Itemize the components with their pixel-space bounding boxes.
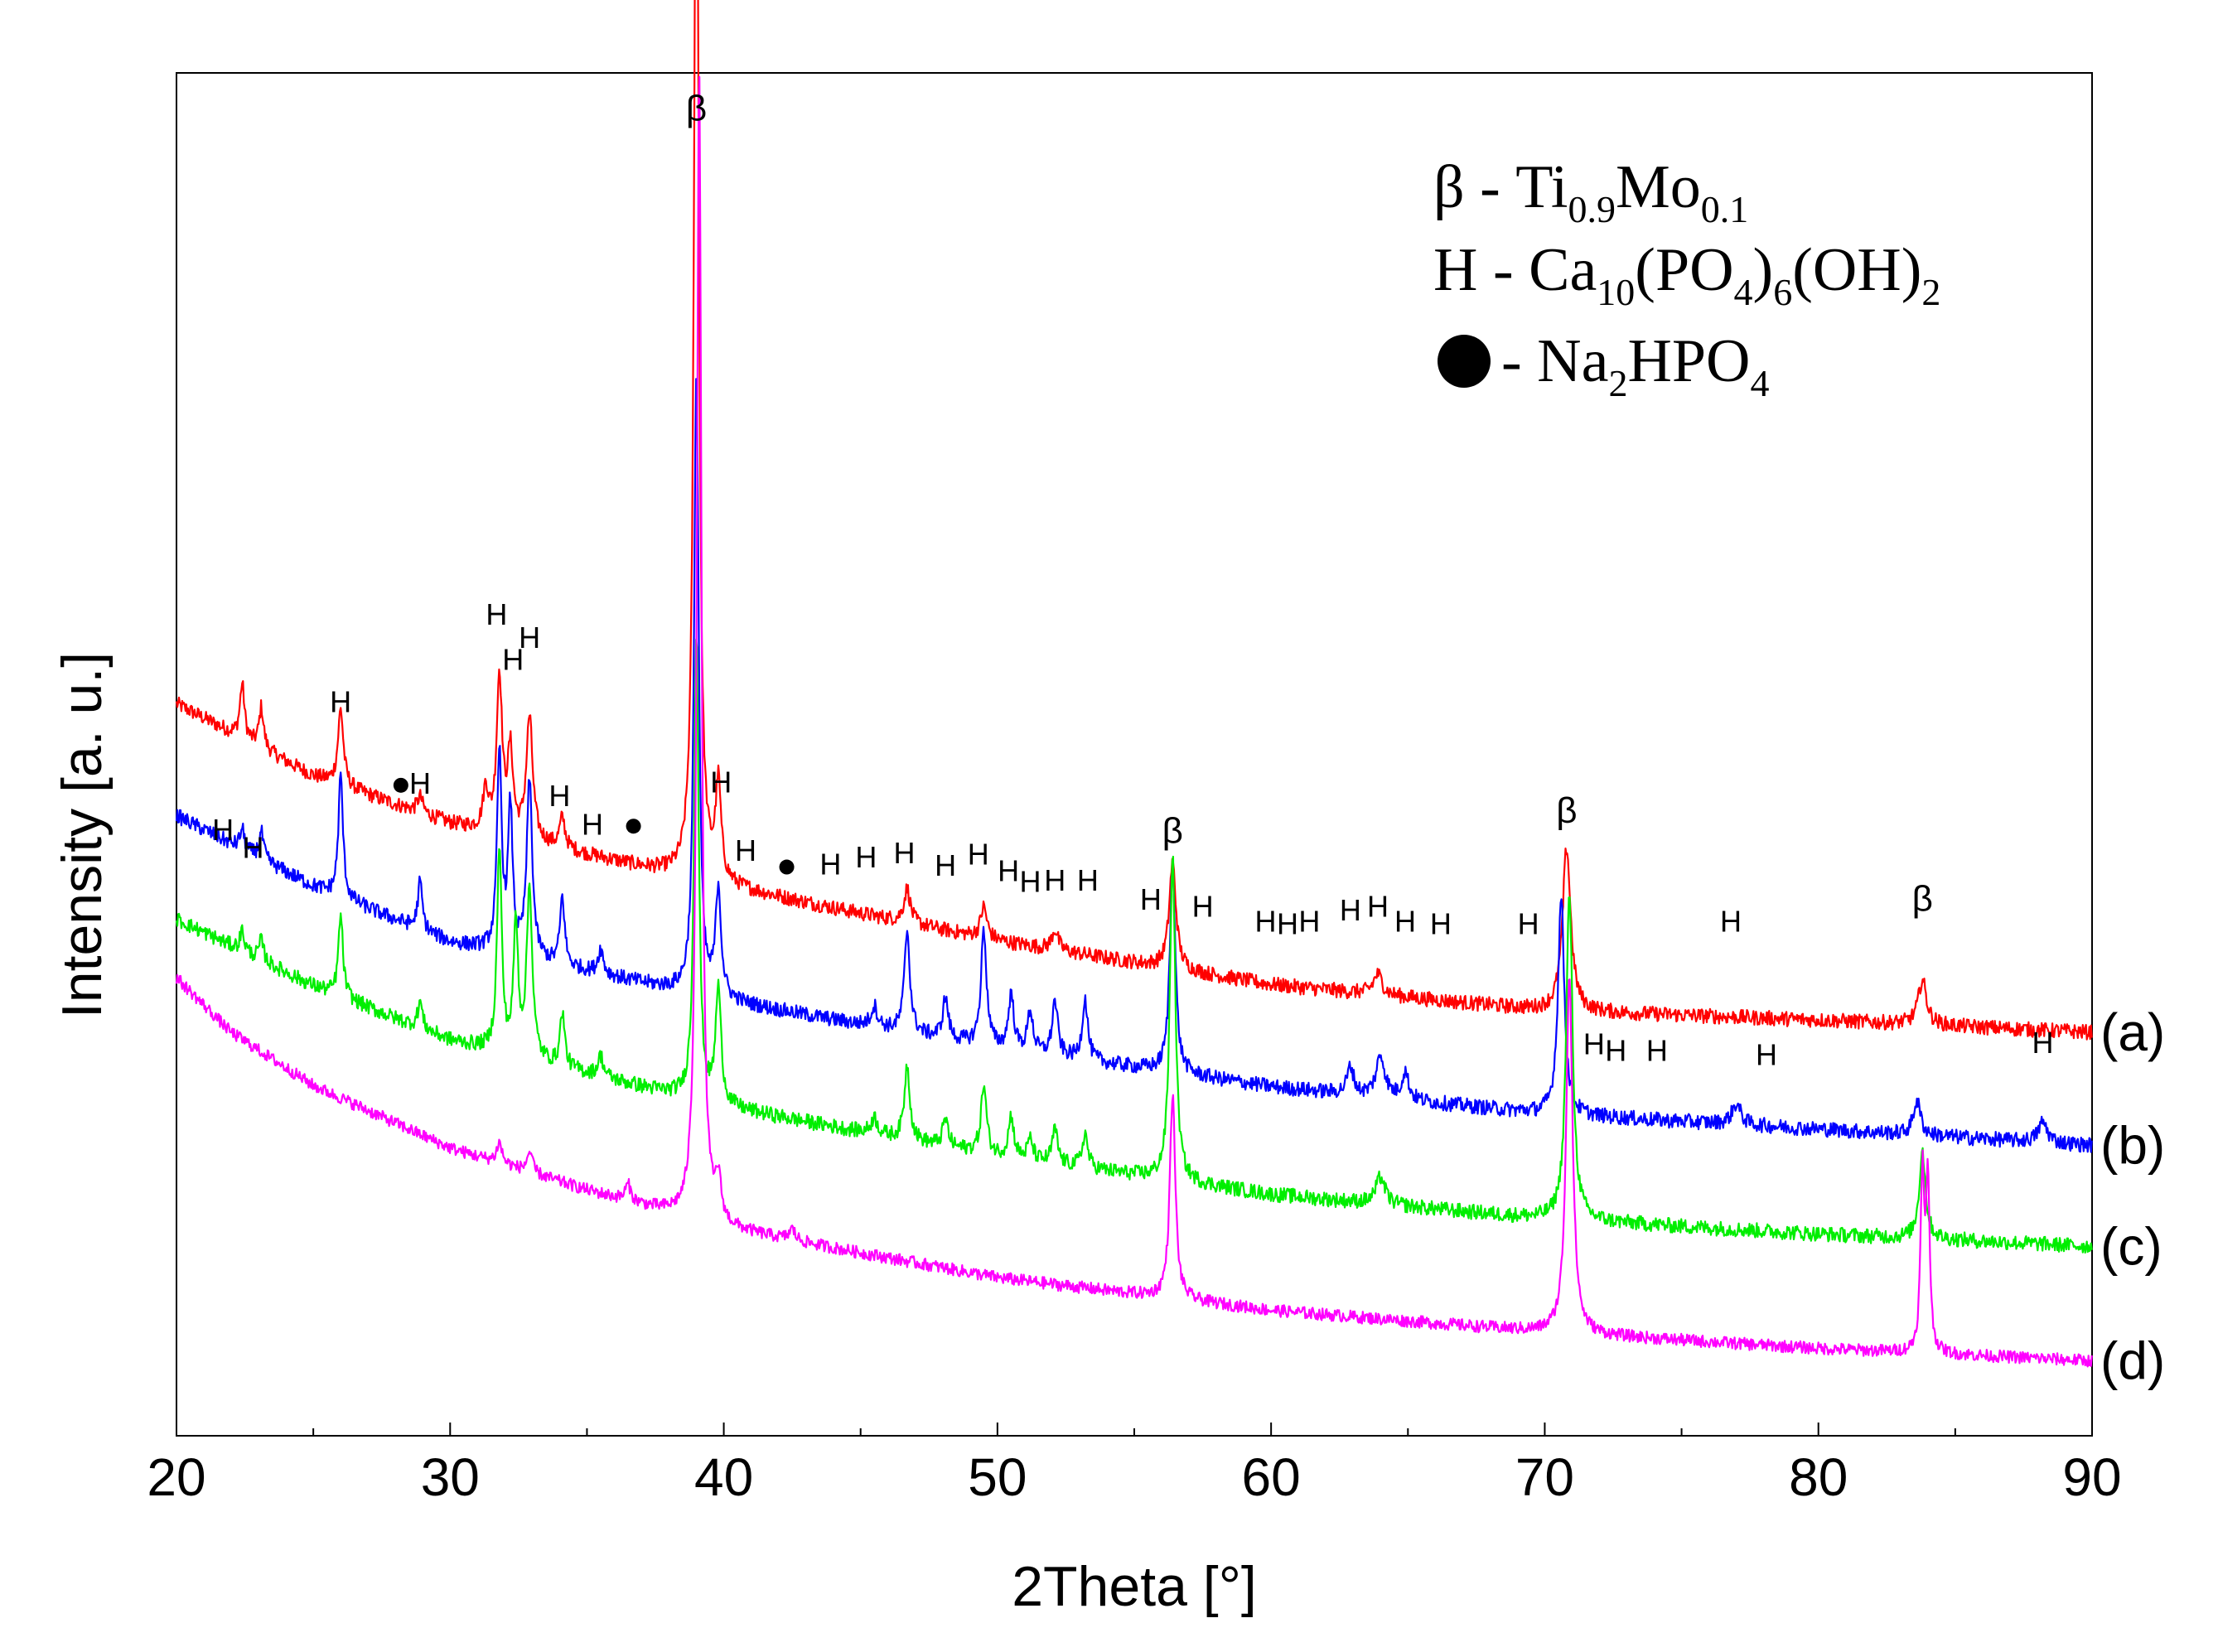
series-line-b <box>175 378 2093 1153</box>
series-layer <box>175 0 2093 1368</box>
h-peak-label: H <box>819 847 841 881</box>
series-line-c <box>175 638 2093 1254</box>
h-peak-label: H <box>1430 907 1452 941</box>
h-peak-label: H <box>1298 904 1320 938</box>
beta-peak-label: β <box>686 89 707 129</box>
series-line-a <box>175 0 2093 1041</box>
x-tick-label: 60 <box>1242 1447 1301 1507</box>
na2hpo4-marker <box>626 819 641 834</box>
h-peak-label: H <box>330 685 351 719</box>
h-peak-label: H <box>735 833 756 867</box>
h-peak-label: H <box>1518 907 1539 941</box>
h-peak-label: H <box>1019 865 1041 899</box>
h-peak-label: H <box>548 779 570 813</box>
h-peak-label: H <box>2032 1026 2054 1060</box>
h-peak-label: H <box>1605 1034 1626 1068</box>
h-peak-label: H <box>1077 863 1099 897</box>
x-tick-label: 90 <box>2062 1447 2121 1507</box>
trace-label-a: (a) <box>2100 1002 2165 1062</box>
h-peak-label: H <box>409 766 431 800</box>
x-tick-label: 70 <box>1515 1447 1574 1507</box>
h-peak-label: H <box>1044 863 1066 897</box>
h-peak-label: H <box>582 808 603 842</box>
x-tick-label: 20 <box>147 1447 205 1507</box>
legend-entry: - Na2HPO4 <box>1501 327 1770 404</box>
h-peak-label: H <box>1367 889 1389 923</box>
legend-entry: β - Ti0.9Mo0.1 <box>1433 153 1748 230</box>
h-peak-label: H <box>1394 904 1416 938</box>
h-peak-label: H <box>1277 907 1298 941</box>
x-tick-label: 30 <box>421 1447 480 1507</box>
x-tick-label: 40 <box>694 1447 753 1507</box>
trace-label-d: (d) <box>2100 1331 2165 1391</box>
h-peak-label: H <box>855 840 877 874</box>
h-peak-label: H <box>519 621 540 655</box>
h-peak-label: H <box>998 853 1019 887</box>
trace-label-layer: (a) (b) (c) (d) <box>2100 1002 2165 1390</box>
h-peak-label: H <box>935 848 956 882</box>
h-peak-label: H <box>1646 1034 1668 1068</box>
trace-label-b: (b) <box>2100 1116 2165 1176</box>
h-peak-label: H <box>710 766 732 799</box>
beta-peak-label: β <box>1162 810 1183 851</box>
beta-peak-label: β <box>1912 879 1933 920</box>
beta-peak-label: β <box>1556 790 1577 831</box>
h-peak-label: H <box>242 831 263 865</box>
series-line-d <box>175 75 2093 1368</box>
h-peak-label: H <box>1140 882 1162 916</box>
legend-entry: H - Ca10(PO4)6(OH)2 <box>1433 236 1940 313</box>
h-peak-label: H <box>1720 904 1742 938</box>
h-peak-label: H <box>502 643 524 677</box>
legend-dot-icon <box>1438 335 1491 388</box>
trace-label-c: (c) <box>2100 1216 2162 1276</box>
h-peak-label: H <box>894 836 916 870</box>
x-tick-label: 50 <box>968 1447 1027 1507</box>
legend: β - Ti0.9Mo0.1H - Ca10(PO4)6(OH)2 - Na2HP… <box>1433 153 1940 404</box>
h-peak-label: H <box>1340 893 1361 927</box>
h-peak-label: H <box>486 597 507 631</box>
x-tick-label: 80 <box>1789 1447 1848 1507</box>
y-axis-title: Intensity [a. u.] <box>51 652 114 1018</box>
na2hpo4-marker <box>779 859 795 875</box>
h-peak-label: H <box>968 838 989 872</box>
h-peak-label: H <box>212 813 234 847</box>
x-axis-title: 2Theta [°] <box>1012 1555 1257 1618</box>
na2hpo4-marker <box>393 777 408 793</box>
h-peak-label: H <box>1255 904 1277 938</box>
x-axis: 20 30 40 50 60 70 80 90 <box>147 1423 2122 1507</box>
h-peak-label: H <box>1192 889 1214 923</box>
h-peak-label: H <box>1756 1038 1777 1072</box>
h-peak-label: H <box>1583 1026 1605 1060</box>
